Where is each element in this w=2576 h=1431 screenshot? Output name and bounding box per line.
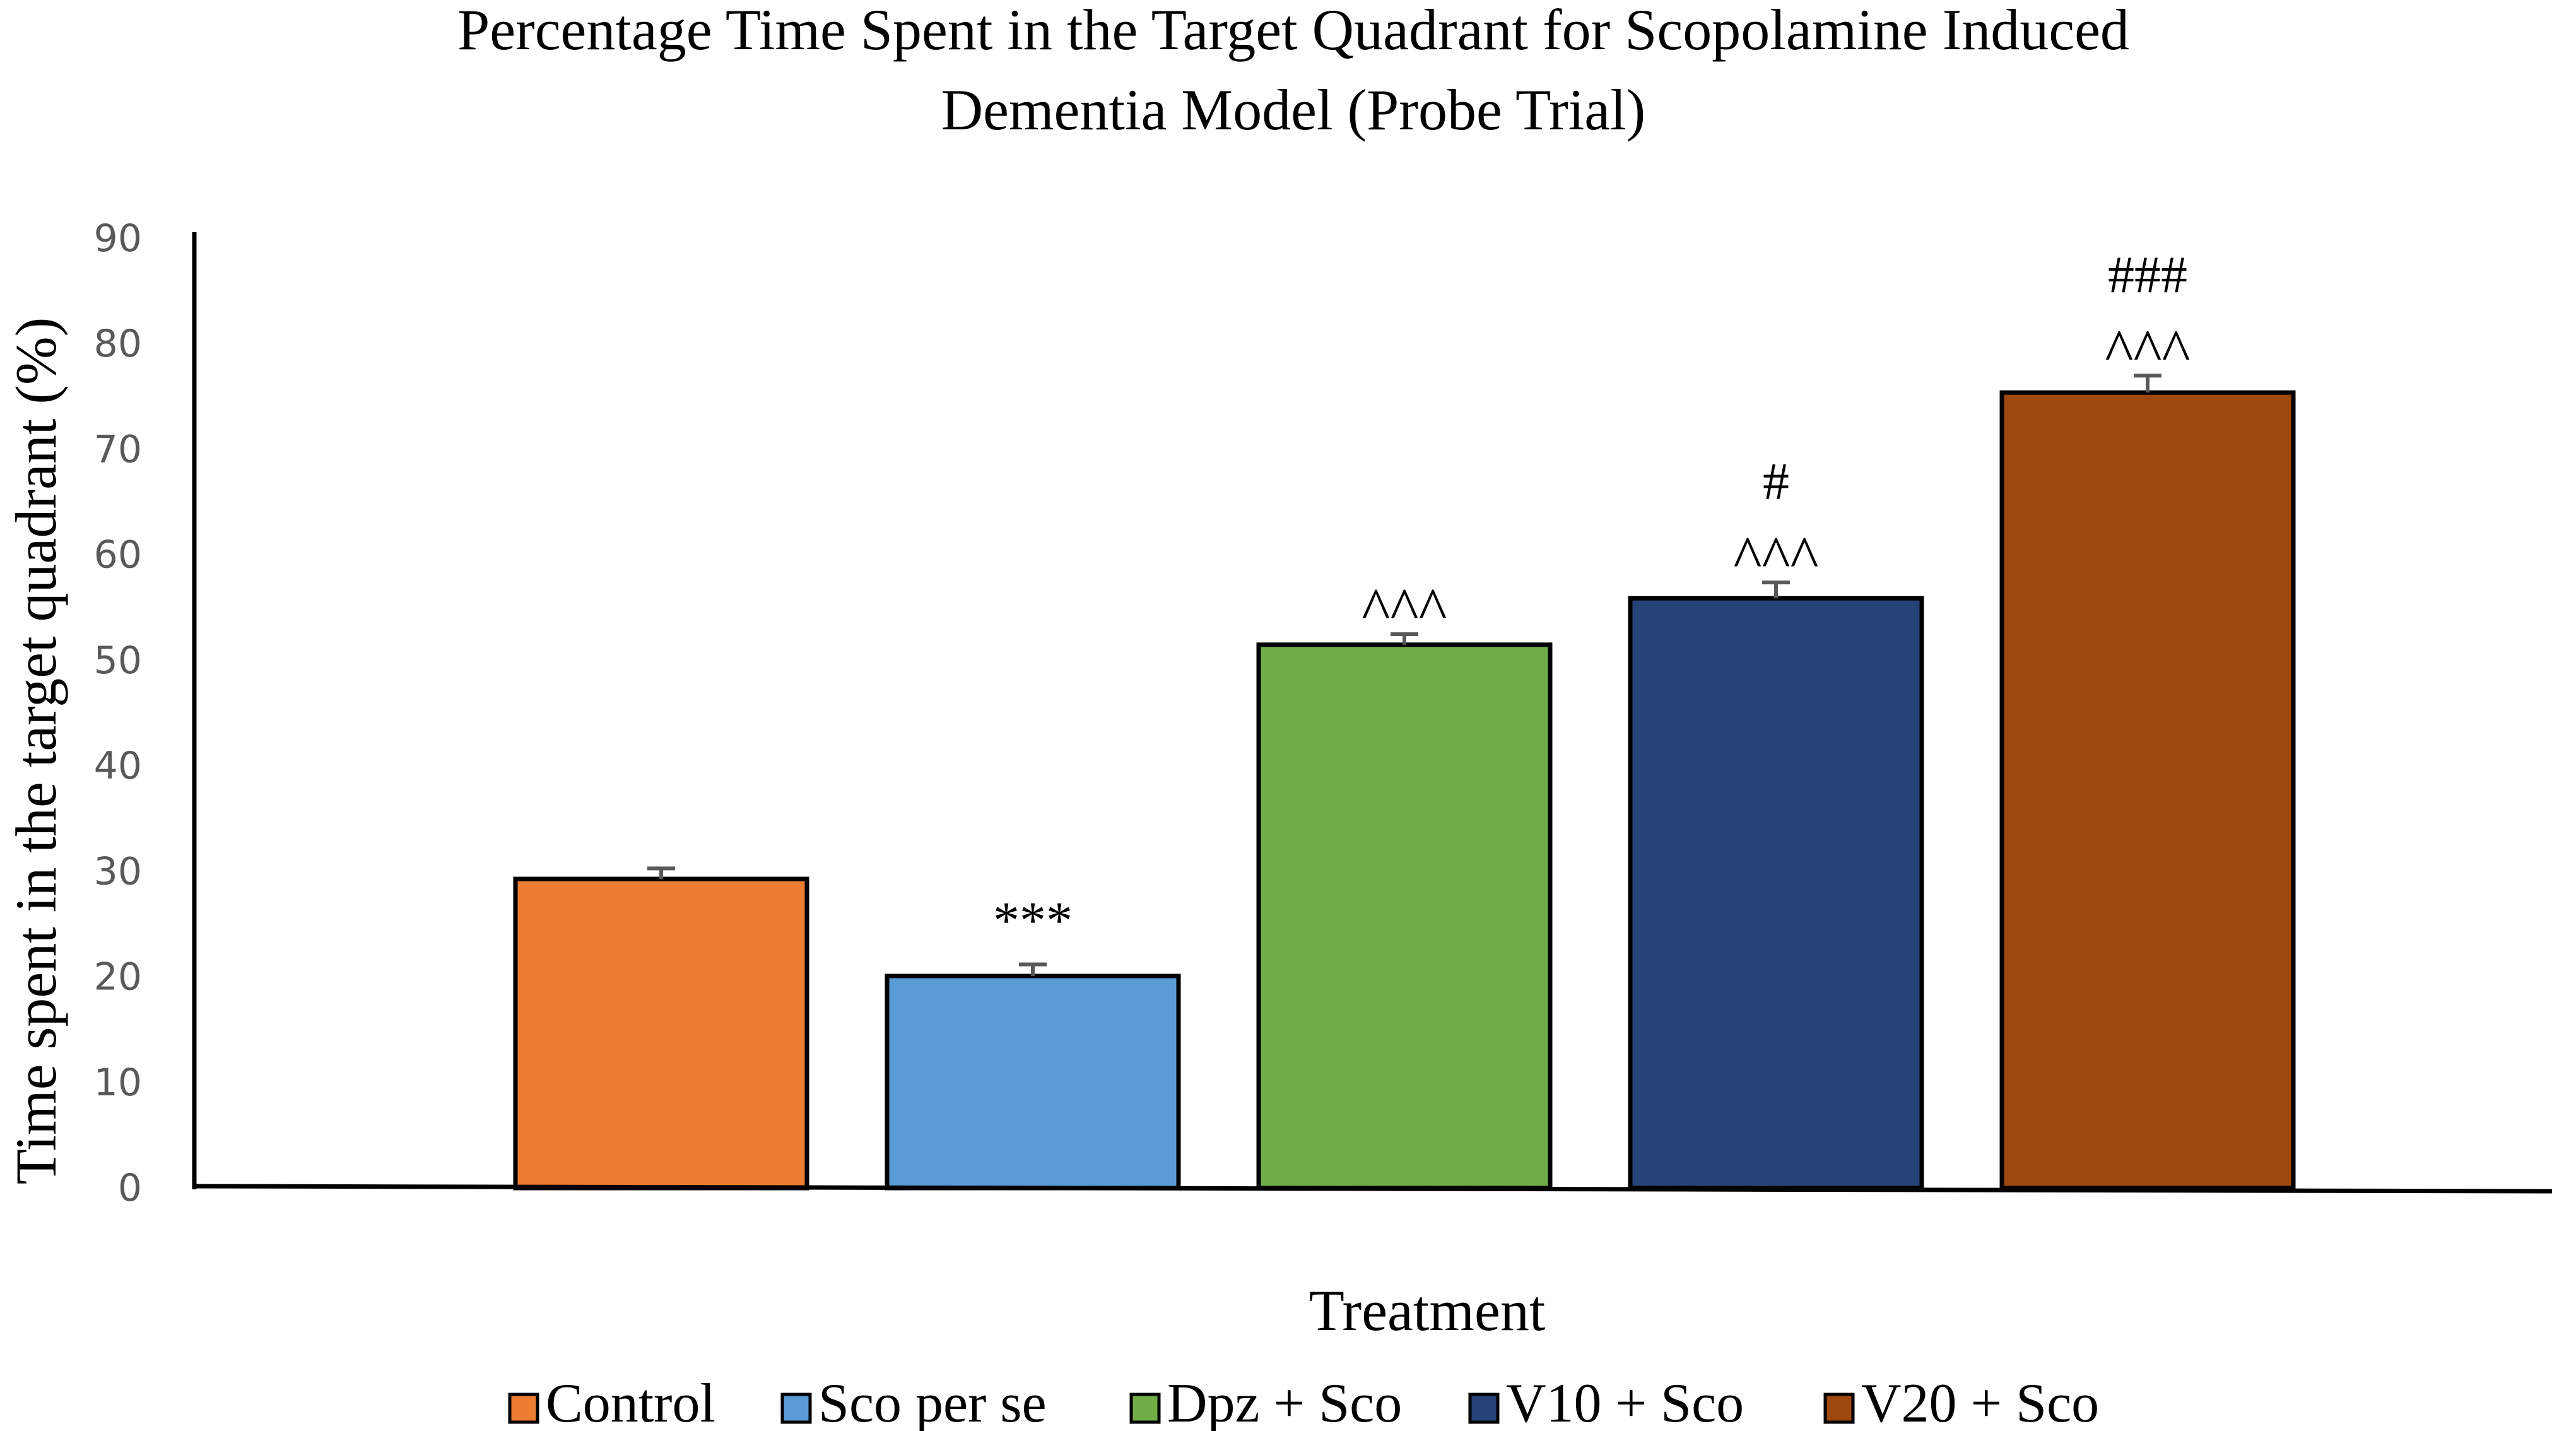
legend-swatch: [1468, 1393, 1500, 1424]
legend-item: Sco per se: [780, 1373, 1047, 1431]
x-axis-label: Treatment: [1309, 1278, 1546, 1343]
legend-label: Dpz + Sco: [1167, 1373, 1402, 1431]
y-tick-label: 80: [94, 322, 142, 366]
y-tick-label: 0: [118, 1166, 142, 1210]
y-tick-label: 20: [94, 955, 142, 999]
y-tick-label: 10: [94, 1061, 142, 1105]
significance-annotation: ###: [2108, 245, 2187, 304]
legend-swatch: [1129, 1393, 1161, 1424]
y-tick-label: 50: [94, 639, 142, 683]
significance-annotation: ***: [993, 891, 1073, 950]
y-tick-label: 40: [94, 744, 142, 788]
y-tick-label: 60: [94, 533, 142, 577]
legend-item: V10 + Sco: [1468, 1373, 1744, 1431]
legend-swatch: [508, 1393, 539, 1424]
bar: [885, 974, 1181, 1191]
legend-item: Dpz + Sco: [1129, 1373, 1402, 1431]
legend-label: Control: [546, 1373, 715, 1431]
significance-annotation: ^^^: [1362, 575, 1447, 643]
y-tick-label: 30: [94, 849, 142, 893]
bar: [1256, 642, 1553, 1191]
significance-annotation: ^^^: [2105, 317, 2190, 384]
bar: [1628, 596, 1924, 1191]
legend-label: V20 + Sco: [1861, 1373, 2099, 1431]
x-axis-line: [194, 1184, 2553, 1194]
significance-annotation: #: [1763, 452, 1789, 511]
legend-item: V20 + Sco: [1823, 1373, 2099, 1431]
legend: Control Sco per se Dpz + Sco V10 + Sco V20 +…: [508, 1373, 2099, 1431]
significance-annotation: ^^^: [1733, 524, 1818, 591]
y-axis-label: Time spent in the target quadrant (%): [4, 317, 68, 1185]
legend-label: V10 + Sco: [1506, 1373, 1744, 1431]
bars-group: *** ^^^ ^^^ # ^^^ ###: [513, 245, 2296, 1191]
legend-swatch: [780, 1393, 812, 1424]
bar: [1999, 390, 2296, 1191]
chart-title-line-2: Dementia Model (Probe Trial): [941, 78, 1646, 142]
legend-label: Sco per se: [818, 1373, 1047, 1431]
legend-swatch: [1823, 1393, 1855, 1424]
chart-title-line-1: Percentage Time Spent in the Target Quad…: [457, 0, 2129, 62]
y-axis-ticks: 0 10 20 30 40 50 60 70 80 90: [94, 216, 142, 1210]
y-tick-label: 70: [94, 427, 142, 471]
legend-item: Control: [508, 1373, 715, 1431]
bar: [513, 876, 809, 1191]
y-tick-label: 90: [94, 216, 142, 261]
